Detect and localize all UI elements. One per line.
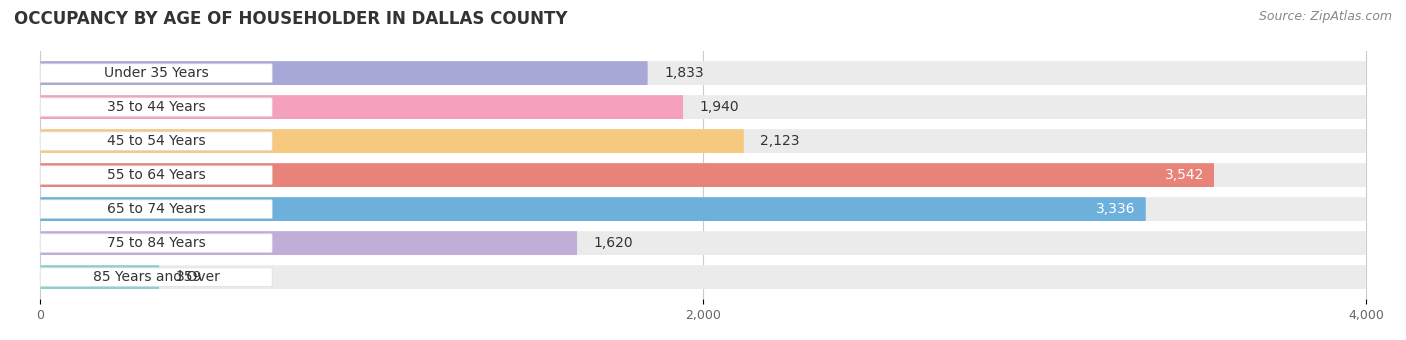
Text: 1,940: 1,940	[700, 100, 740, 114]
FancyBboxPatch shape	[41, 98, 273, 116]
FancyBboxPatch shape	[41, 265, 1365, 289]
FancyBboxPatch shape	[41, 265, 159, 289]
Text: 75 to 84 Years: 75 to 84 Years	[107, 236, 205, 250]
FancyBboxPatch shape	[41, 163, 1213, 187]
FancyBboxPatch shape	[41, 197, 1146, 221]
Text: 359: 359	[176, 270, 202, 284]
FancyBboxPatch shape	[41, 61, 1365, 85]
FancyBboxPatch shape	[41, 197, 1365, 221]
Text: OCCUPANCY BY AGE OF HOUSEHOLDER IN DALLAS COUNTY: OCCUPANCY BY AGE OF HOUSEHOLDER IN DALLA…	[14, 10, 568, 28]
FancyBboxPatch shape	[41, 95, 1365, 119]
FancyBboxPatch shape	[41, 200, 273, 218]
Text: 3,336: 3,336	[1097, 202, 1136, 216]
FancyBboxPatch shape	[41, 132, 273, 150]
Text: 55 to 64 Years: 55 to 64 Years	[107, 168, 205, 182]
FancyBboxPatch shape	[41, 95, 683, 119]
FancyBboxPatch shape	[41, 166, 273, 184]
Text: 35 to 44 Years: 35 to 44 Years	[107, 100, 205, 114]
FancyBboxPatch shape	[41, 268, 273, 286]
Text: 1,833: 1,833	[664, 66, 704, 80]
FancyBboxPatch shape	[41, 64, 273, 82]
Text: Under 35 Years: Under 35 Years	[104, 66, 208, 80]
Text: Source: ZipAtlas.com: Source: ZipAtlas.com	[1258, 10, 1392, 23]
Text: 2,123: 2,123	[761, 134, 800, 148]
FancyBboxPatch shape	[41, 61, 648, 85]
Text: 3,542: 3,542	[1164, 168, 1204, 182]
Text: 45 to 54 Years: 45 to 54 Years	[107, 134, 205, 148]
FancyBboxPatch shape	[41, 129, 744, 153]
Text: 85 Years and Over: 85 Years and Over	[93, 270, 219, 284]
Text: 1,620: 1,620	[593, 236, 633, 250]
FancyBboxPatch shape	[41, 129, 1365, 153]
FancyBboxPatch shape	[41, 231, 1365, 255]
FancyBboxPatch shape	[41, 163, 1365, 187]
Text: 65 to 74 Years: 65 to 74 Years	[107, 202, 205, 216]
FancyBboxPatch shape	[41, 231, 576, 255]
FancyBboxPatch shape	[41, 234, 273, 252]
